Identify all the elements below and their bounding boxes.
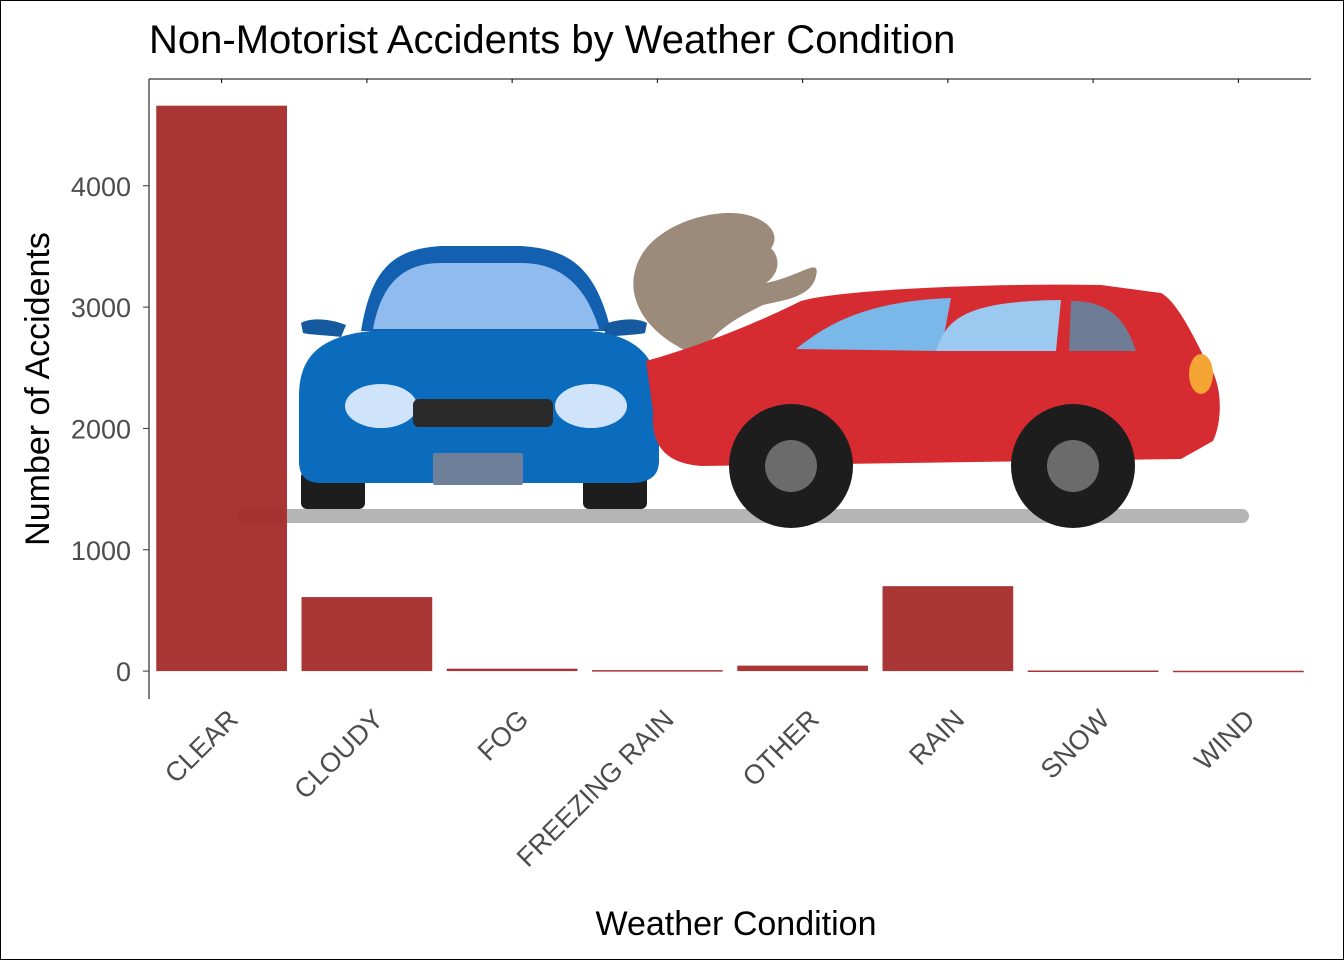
bar-snow xyxy=(1027,670,1159,672)
bar-wind xyxy=(1173,670,1304,673)
car-collision-illustration xyxy=(237,212,1249,528)
bar-clear xyxy=(156,105,287,672)
x-axis-title: Weather Condition xyxy=(596,905,877,943)
x-tick-label: CLEAR xyxy=(159,704,244,789)
y-axis-title: Number of Accidents xyxy=(19,232,57,546)
y-tick-label: 0 xyxy=(116,657,131,687)
x-tick-label: SNOW xyxy=(1035,704,1116,785)
bar-rain xyxy=(882,586,1014,672)
x-tick-label: RAIN xyxy=(903,704,970,771)
bar-other xyxy=(737,665,868,672)
bar-cloudy xyxy=(301,597,433,672)
y-axis: 0 1000 2000 3000 4000 xyxy=(71,79,150,699)
smoke xyxy=(633,212,817,353)
chart-title: Non-Motorist Accidents by Weather Condit… xyxy=(149,18,955,62)
x-tick-label: OTHER xyxy=(737,704,825,792)
x-tick-label: WIND xyxy=(1189,704,1261,776)
road-shadow xyxy=(237,509,1249,523)
y-tick-label: 3000 xyxy=(71,293,131,323)
x-tick-label: FOG xyxy=(472,704,535,767)
x-tick-label: FREEZING RAIN xyxy=(511,704,680,873)
red-car xyxy=(646,284,1220,528)
y-tick-label: 4000 xyxy=(71,172,131,202)
blue-car xyxy=(299,246,659,509)
bar-fog xyxy=(446,668,578,672)
bar-freezing-rain xyxy=(592,670,723,672)
y-tick-label: 2000 xyxy=(71,414,131,444)
x-tick-label: CLOUDY xyxy=(288,704,389,805)
y-tick-label: 1000 xyxy=(71,536,131,566)
bars-group xyxy=(156,105,1304,673)
